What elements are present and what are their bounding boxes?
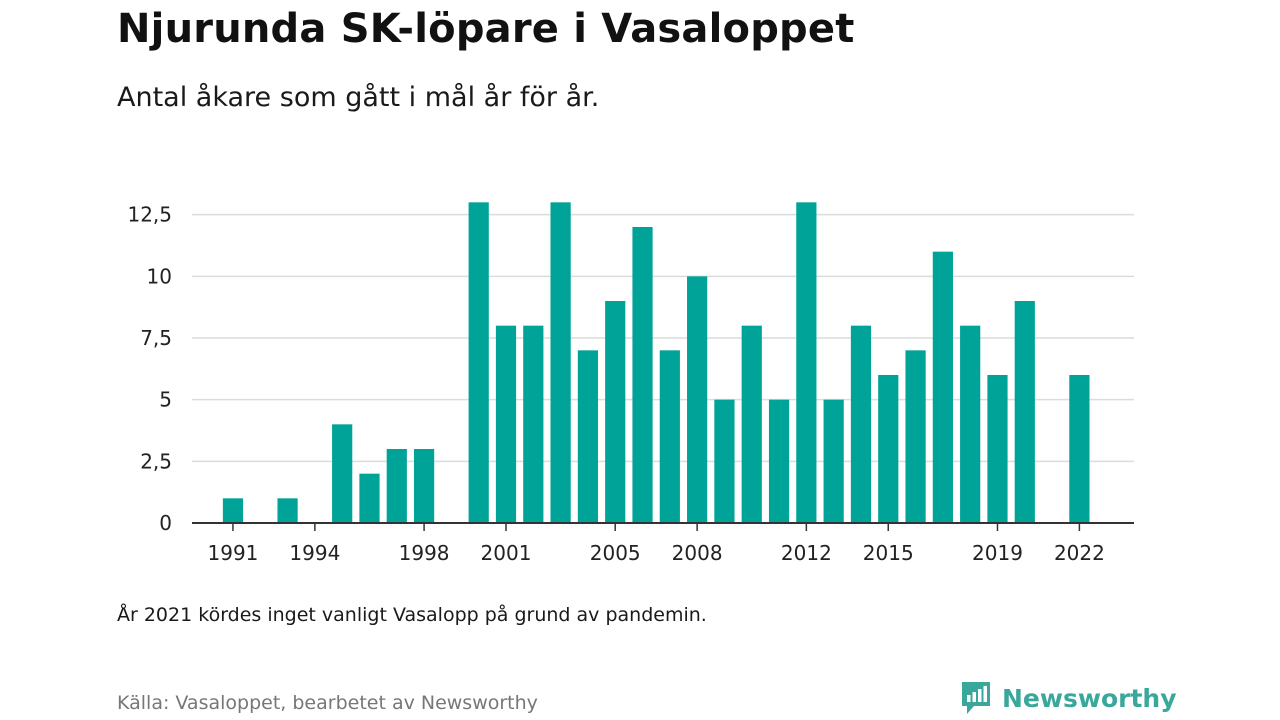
bar-2014 (850, 325, 872, 523)
newsworthy-logo-icon (962, 682, 990, 714)
bar-2005 (605, 301, 626, 523)
y-tick-label: 2,5 (140, 449, 172, 473)
chart-subtitle: Antal åkare som gått i mål år för år. (117, 82, 600, 113)
y-tick-label: 5 (159, 388, 172, 412)
bar-2006 (632, 227, 653, 523)
chart-title: Njurunda SK-löpare i Vasaloppet (117, 6, 855, 52)
bar-2002 (523, 325, 544, 523)
bar-1995 (332, 424, 353, 523)
bar-2000 (468, 202, 489, 524)
bar-2007 (659, 350, 680, 523)
bar-2017 (932, 251, 953, 523)
bar-2013 (823, 399, 844, 523)
source-text: Källa: Vasaloppet, bearbetet av Newswort… (117, 692, 538, 714)
y-tick-label: 12,5 (127, 203, 172, 227)
bar-2019 (987, 375, 1008, 523)
x-tick-label: 1991 (208, 541, 259, 565)
bar-1997 (386, 449, 407, 523)
x-tick-label: 2008 (672, 541, 723, 565)
bar-2004 (577, 350, 599, 523)
bar-2010 (741, 325, 762, 523)
x-tick-label: 1998 (399, 541, 450, 565)
bar-2018 (960, 325, 981, 523)
bar-2015 (878, 375, 899, 523)
bar-2020 (1014, 301, 1035, 523)
bars (222, 202, 1090, 524)
x-tick-label: 2015 (863, 541, 914, 565)
bar-2012 (796, 202, 817, 524)
bar-2003 (550, 202, 571, 524)
bar-2009 (714, 399, 735, 523)
x-tick-label: 2022 (1054, 541, 1105, 565)
y-tick-label: 0 (159, 511, 172, 535)
newsworthy-brand: Newsworthy (960, 680, 1177, 716)
bar-1991 (222, 498, 244, 523)
x-tick-label: 2012 (781, 541, 832, 565)
x-tick-label: 2005 (590, 541, 641, 565)
brand-name: Newsworthy (1002, 683, 1177, 713)
bar-2008 (687, 276, 708, 523)
axes: 0 2,5 5 7,5 10 12,5 1991 1994 1998 2001 2005 2008 20… (127, 203, 1134, 565)
bar-1993 (277, 498, 298, 523)
x-tick-label: 2019 (972, 541, 1023, 565)
y-tick-label: 7,5 (140, 326, 172, 350)
x-tick-label: 2001 (481, 541, 532, 565)
bar-1998 (413, 449, 435, 523)
chart-note: År 2021 kördes inget vanligt Vasalopp på… (117, 604, 707, 626)
bar-2022 (1069, 375, 1090, 523)
bar-2001 (495, 325, 517, 523)
y-tick-label: 10 (147, 264, 172, 288)
bar-1996 (359, 473, 380, 523)
bar-2016 (905, 350, 926, 523)
x-tick-label: 1994 (289, 541, 340, 565)
bar-2011 (768, 399, 790, 523)
